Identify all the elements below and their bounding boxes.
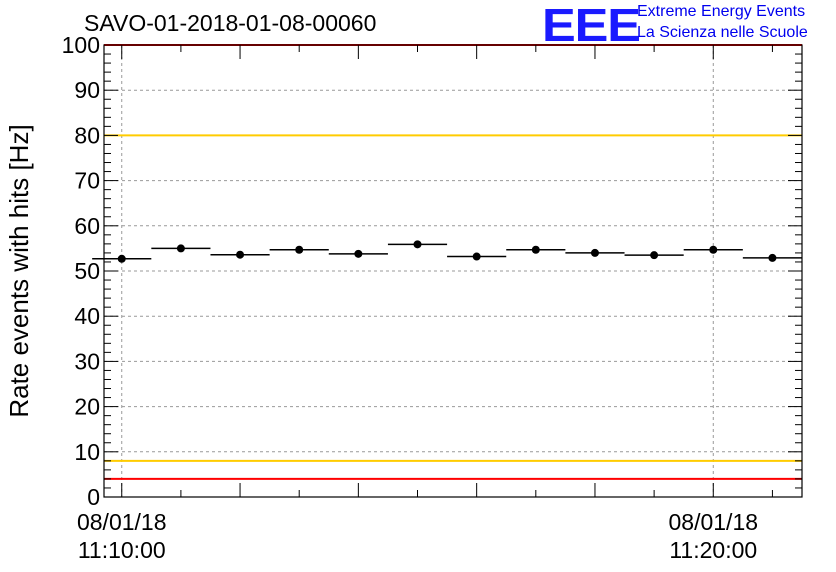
data-point — [354, 249, 363, 258]
data-point — [531, 245, 540, 254]
data-point — [236, 250, 245, 259]
x-tick-label-time: 11:10:00 — [78, 537, 166, 563]
data-point — [413, 240, 422, 249]
y-tick-label: 40 — [74, 303, 100, 329]
data-point — [117, 254, 126, 263]
y-tick-label: 30 — [74, 348, 100, 374]
y-tick-label: 100 — [62, 32, 100, 58]
y-tick-label: 90 — [74, 77, 100, 103]
y-tick-label: 20 — [74, 394, 100, 420]
y-tick-label: 10 — [74, 439, 100, 465]
data-point — [176, 244, 185, 253]
y-tick-label: 60 — [74, 213, 100, 239]
y-tick-label: 80 — [74, 122, 100, 148]
eee-logo: EEE — [542, 0, 641, 51]
data-point — [709, 245, 718, 254]
data-point — [590, 248, 599, 257]
chart-title: SAVO-01-2018-01-08-00060 — [84, 10, 377, 36]
logo-subtitle-line1: Extreme Energy Events — [637, 3, 806, 20]
x-tick-label-time: 11:20:00 — [669, 537, 757, 563]
x-tick-label-date: 08/01/18 — [77, 509, 167, 535]
y-tick-label: 50 — [74, 258, 100, 284]
y-tick-label: 70 — [74, 168, 100, 194]
data-point — [768, 253, 777, 262]
data-point — [295, 245, 304, 254]
x-tick-label-date: 08/01/18 — [669, 509, 759, 535]
y-tick-label: 0 — [87, 484, 100, 510]
data-point — [472, 252, 481, 261]
y-axis-label: Rate events with hits [Hz] — [4, 124, 34, 417]
logo-subtitle-line2: La Scienza nelle Scuole — [637, 24, 808, 41]
data-point — [650, 251, 659, 260]
